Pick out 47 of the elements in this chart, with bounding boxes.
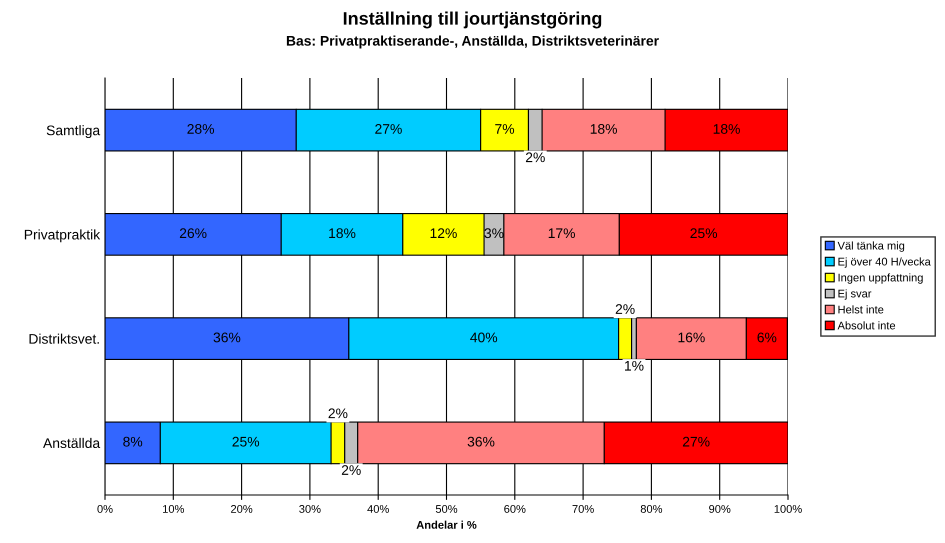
x-tick-label: 40% (367, 505, 389, 513)
data-label: 25% (690, 228, 718, 238)
legend-label: Ingen uppfattning (838, 273, 923, 284)
data-label: 25% (232, 436, 260, 447)
data-label: 18% (714, 124, 740, 134)
data-label: 40% (470, 332, 498, 342)
data-label: 6% (757, 332, 776, 342)
data-label: 16% (678, 332, 705, 342)
legend-label: Ej svar (838, 289, 872, 300)
data-label: 12% (430, 228, 457, 238)
y-tick-label: Privatpraktik (24, 229, 100, 242)
x-tick-label: 10% (163, 505, 184, 513)
data-label: 8% (123, 436, 142, 447)
x-tick-label: 90% (709, 505, 730, 513)
legend-label: Helst inte (838, 305, 884, 314)
data-label: 26% (180, 228, 207, 238)
data-label: 28% (187, 124, 214, 134)
data-label: 27% (375, 124, 402, 134)
y-tick-label: Distriktsvet. (30, 334, 99, 344)
legend-label: Väl tänka mig (838, 241, 904, 252)
data-label: 2% (328, 408, 348, 418)
data-label: 17% (548, 228, 575, 238)
data-label: 2% (616, 304, 635, 314)
data-label: 36% (468, 436, 494, 447)
x-tick-label: 20% (231, 505, 252, 513)
legend-label: Ej över 40 H/vecka (838, 257, 931, 268)
legend-label: Absolut inte (838, 321, 896, 330)
data-label: 18% (590, 124, 617, 134)
data-label: 2% (342, 465, 361, 475)
x-tick-label: 0% (97, 505, 113, 513)
x-tick-label: 100% (774, 505, 802, 513)
data-label: 2% (526, 152, 545, 162)
data-label: 18% (329, 228, 356, 238)
data-label: 27% (682, 436, 710, 447)
x-tick-label: 60% (504, 505, 526, 513)
x-axis-title: Andelar i % (416, 520, 476, 529)
y-tick-label: Anställda (43, 438, 100, 448)
data-label: 7% (495, 124, 514, 134)
chart-subtitle: Bas: Privatpraktiserande-, Anställda, Distriktsveterinärer (286, 36, 659, 48)
y-tick-label: Samtliga (46, 125, 100, 138)
x-tick-label: 70% (572, 505, 594, 513)
data-label: 36% (214, 332, 240, 342)
x-tick-label: 80% (640, 505, 662, 513)
chart-title: Inställning till jourtjänstgöring (344, 12, 602, 28)
data-label: 1% (625, 360, 644, 371)
x-tick-label: 30% (299, 505, 321, 513)
x-tick-label: 50% (436, 505, 458, 513)
